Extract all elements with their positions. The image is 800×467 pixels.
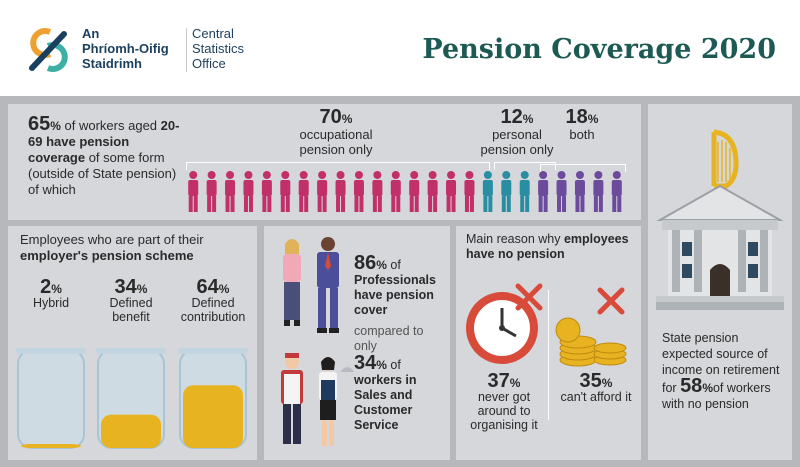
clock-icon xyxy=(466,283,543,364)
reason-stat-never-organised: 37% never got around to organising it xyxy=(470,370,538,432)
sales-stat: 34% of workers in Sales and Customer Ser… xyxy=(354,352,417,432)
worker-figure-icon xyxy=(446,171,457,212)
worker-figure-icon xyxy=(298,171,309,212)
government-building-icon xyxy=(656,129,784,310)
worker-figure-icon xyxy=(353,171,364,212)
worker-figure-icon xyxy=(206,171,217,212)
worker-figure-icon xyxy=(574,171,585,212)
worker-figure-icon xyxy=(427,171,438,212)
jar-label-hybrid: 2% Hybrid xyxy=(32,276,70,310)
jar-defined-contribution xyxy=(178,348,248,449)
cross-mark-icon xyxy=(597,287,625,315)
professionals-stat: 86% of Professionals have pension cover xyxy=(354,252,436,317)
harp-icon xyxy=(711,129,739,189)
page-title: Pension Coverage 2020 xyxy=(422,34,776,65)
worker-figure-icon xyxy=(225,171,236,212)
worker-figure-icon xyxy=(482,171,493,212)
worker-figure-icon xyxy=(556,171,567,212)
worker-figure-icon xyxy=(390,171,401,212)
jar-glass xyxy=(17,349,85,449)
worker-figure-icon xyxy=(538,171,549,212)
personal-stat: 12% personal pension only xyxy=(480,106,554,157)
professionals-people-icon xyxy=(283,237,339,333)
worker-figure-icon xyxy=(280,171,291,212)
cross-mark-icon xyxy=(515,283,543,311)
coins-fill xyxy=(101,414,161,448)
occupational-bracket xyxy=(186,162,490,170)
worker-icons-row xyxy=(188,171,622,212)
jar-hybrid xyxy=(16,348,86,449)
worker-figure-icon xyxy=(611,171,622,212)
personal-bracket xyxy=(494,162,556,170)
reason-stat-cant-afford: 35% can't afford it xyxy=(560,370,632,404)
compared-text: compared to only xyxy=(354,324,424,353)
worker-figure-icon xyxy=(519,171,530,212)
employer-scheme-title: Employees who are part of their employer… xyxy=(20,232,204,263)
state-pension-panel: State pension expected source of income … xyxy=(648,104,792,460)
cso-logo-icon xyxy=(29,28,68,72)
sales-workers-icon xyxy=(281,353,354,446)
coverage-panel: 65% of workers aged 20-69 have pension c… xyxy=(8,104,641,220)
coin-jars xyxy=(16,348,248,449)
worker-figure-icon xyxy=(409,171,420,212)
employer-scheme-panel: Employees who are part of their employer… xyxy=(8,226,257,460)
worker-figure-icon xyxy=(501,171,512,212)
worker-figure-icon xyxy=(335,171,346,212)
reason-divider xyxy=(548,290,549,420)
worker-figure-icon xyxy=(317,171,328,212)
jar-defined-benefit xyxy=(96,348,166,449)
occupational-stat: 70% occupational pension only xyxy=(299,106,373,157)
worker-figure-icon xyxy=(372,171,383,212)
logo-divider xyxy=(186,28,187,72)
org-name-irish: An Phríomh-Oifig Staidrimh xyxy=(82,26,169,71)
org-name-english: Central Statistics Office xyxy=(192,26,245,71)
coins-fill xyxy=(183,385,243,448)
professionals-panel: 86% of Professionals have pension cover … xyxy=(264,226,450,460)
worker-figure-icon xyxy=(243,171,254,212)
worker-figure-icon xyxy=(188,171,199,212)
coins-fill xyxy=(21,444,81,448)
worker-figure-icon xyxy=(464,171,475,212)
jar-label-defined-contribution: 64% Defined contribution xyxy=(180,276,246,324)
reason-title: Main reason why employees have no pensio… xyxy=(466,232,629,261)
jar-label-defined-benefit: 34% Defined benefit xyxy=(109,276,153,324)
no-pension-reason-panel: Main reason why employees have no pensio… xyxy=(456,226,641,460)
header: An Phríomh-Oifig Staidrimh Central Stati… xyxy=(0,0,800,96)
coverage-summary: 65% of workers aged 20-69 have pension c… xyxy=(28,113,180,197)
state-pension-text: State pension expected source of income … xyxy=(662,331,780,411)
both-stat: 18% both xyxy=(565,106,599,142)
both-bracket xyxy=(540,164,626,172)
worker-figure-icon xyxy=(261,171,272,212)
worker-figure-icon xyxy=(593,171,604,212)
coin-stack-icon xyxy=(555,287,627,367)
